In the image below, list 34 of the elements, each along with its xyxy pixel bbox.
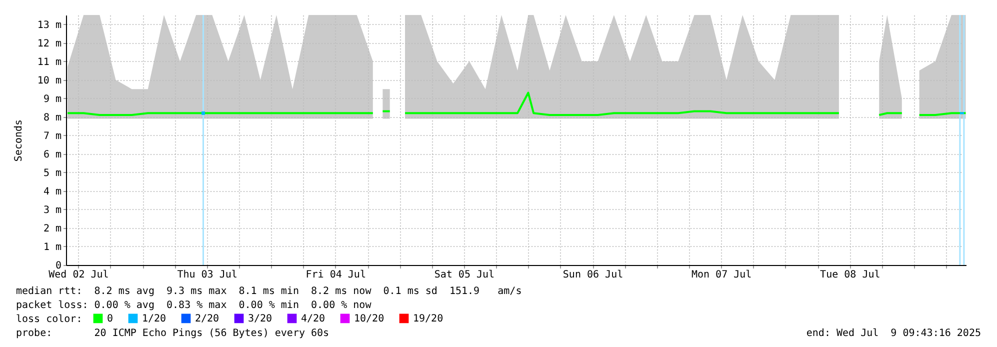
legend-label: 3/20 [248, 313, 272, 324]
x-tick-label: Mon 07 Jul [691, 270, 752, 280]
y-tick-label: 4 m [43, 186, 62, 198]
legend-label: 4/20 [301, 313, 326, 324]
y-tick-label: 5 m [43, 168, 62, 179]
text: probe: 20 ICMP Echo Pings (56 Bytes) every 60s [16, 328, 330, 339]
legend-label: 0 [107, 313, 114, 324]
y-tick-label: 2 m [43, 223, 62, 234]
y-tick-label: 10 m [37, 75, 62, 86]
y-axis-title: Seconds [13, 119, 24, 162]
y-tick-label: 3 m [43, 204, 62, 216]
text: end: Wed Jul 9 09:43:16 2025 [806, 328, 981, 339]
y-tick-label: 8 m [43, 112, 62, 124]
y-tick-label: 13 m [37, 20, 62, 31]
x-tick-label: Thu 03 Jul [177, 270, 238, 280]
x-tick-label: Tue 08 Jul [820, 270, 880, 280]
y-tick-label: 1 m [43, 242, 62, 253]
x-tick-label: Sun 06 Jul [562, 270, 624, 280]
y-tick-label: 0 [55, 260, 62, 272]
x-tick-label: Sat 05 Jul [434, 270, 495, 280]
legend-title: loss color: [16, 314, 82, 325]
y-tick-label: 11 m [37, 56, 62, 68]
text: packet loss: 0.00 % avg 0.83 % max 0.00 % min 0.00 % now [16, 300, 372, 311]
x-tick-label: Wed 02 Jul [48, 270, 109, 280]
y-tick-label: 6 m [43, 149, 62, 160]
x-tick-label: Fri 04 Jul [306, 270, 366, 280]
y-tick-label: 7 m [43, 130, 62, 142]
legend-label: 2/20 [195, 313, 220, 324]
y-tick-label: 12 m [37, 38, 62, 50]
legend-label: 19/20 [413, 313, 444, 324]
y-tick-label: 9 m [43, 94, 62, 105]
legend-label: 1/20 [142, 313, 166, 324]
legend-label: 10/20 [354, 313, 384, 324]
text: median rtt: 8.2 ms avg 9.3 ms max 8.1 ms min 8.2 ms now 0.1 ms sd 151.9 am/s [16, 286, 522, 297]
